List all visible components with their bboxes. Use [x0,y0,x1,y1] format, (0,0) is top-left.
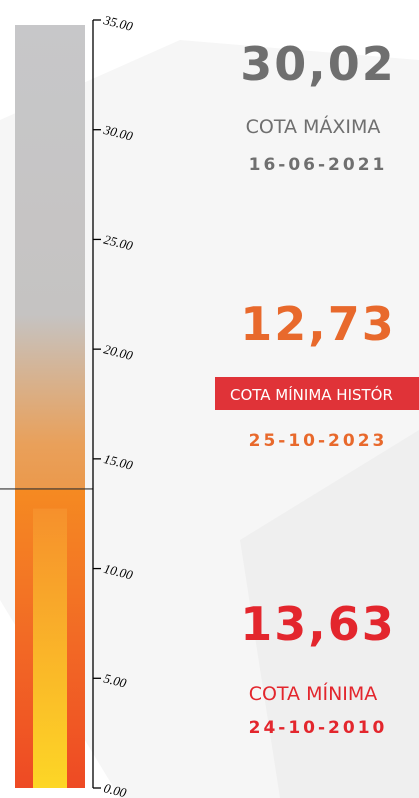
panels: 30,02 COTA MÁXIMA 16-06-2021 12,73 COTA MÍNI… [215,37,419,738]
date: 25-10-2023 [249,431,388,451]
tick-label: 15.00 [102,451,134,473]
value: 30,02 [240,37,396,91]
value: 13,63 [240,597,396,651]
background-shape [240,430,419,798]
inner-level [33,508,67,788]
tick-label: 0.00 [102,780,128,798]
tick-label: 5.00 [102,671,128,691]
tick-label: 20.00 [102,341,134,363]
gauge: 0.00 5.00 10.00 15.00 20.00 25.00 30.00 35.00 [0,12,135,798]
label: COTA MÍNIMA HISTÓR [230,385,393,404]
date: 16-06-2021 [249,155,388,175]
date: 24-10-2010 [249,718,388,738]
value: 12,73 [240,297,396,351]
tick-label: 25.00 [102,232,134,254]
tick-label: 35.00 [101,12,134,34]
label: COTA MÁXIMA [246,115,381,138]
tick-label: 30.00 [101,122,134,144]
tick-label: 10.00 [102,561,134,583]
label: COTA MÍNIMA [249,682,378,705]
banner [215,377,419,410]
